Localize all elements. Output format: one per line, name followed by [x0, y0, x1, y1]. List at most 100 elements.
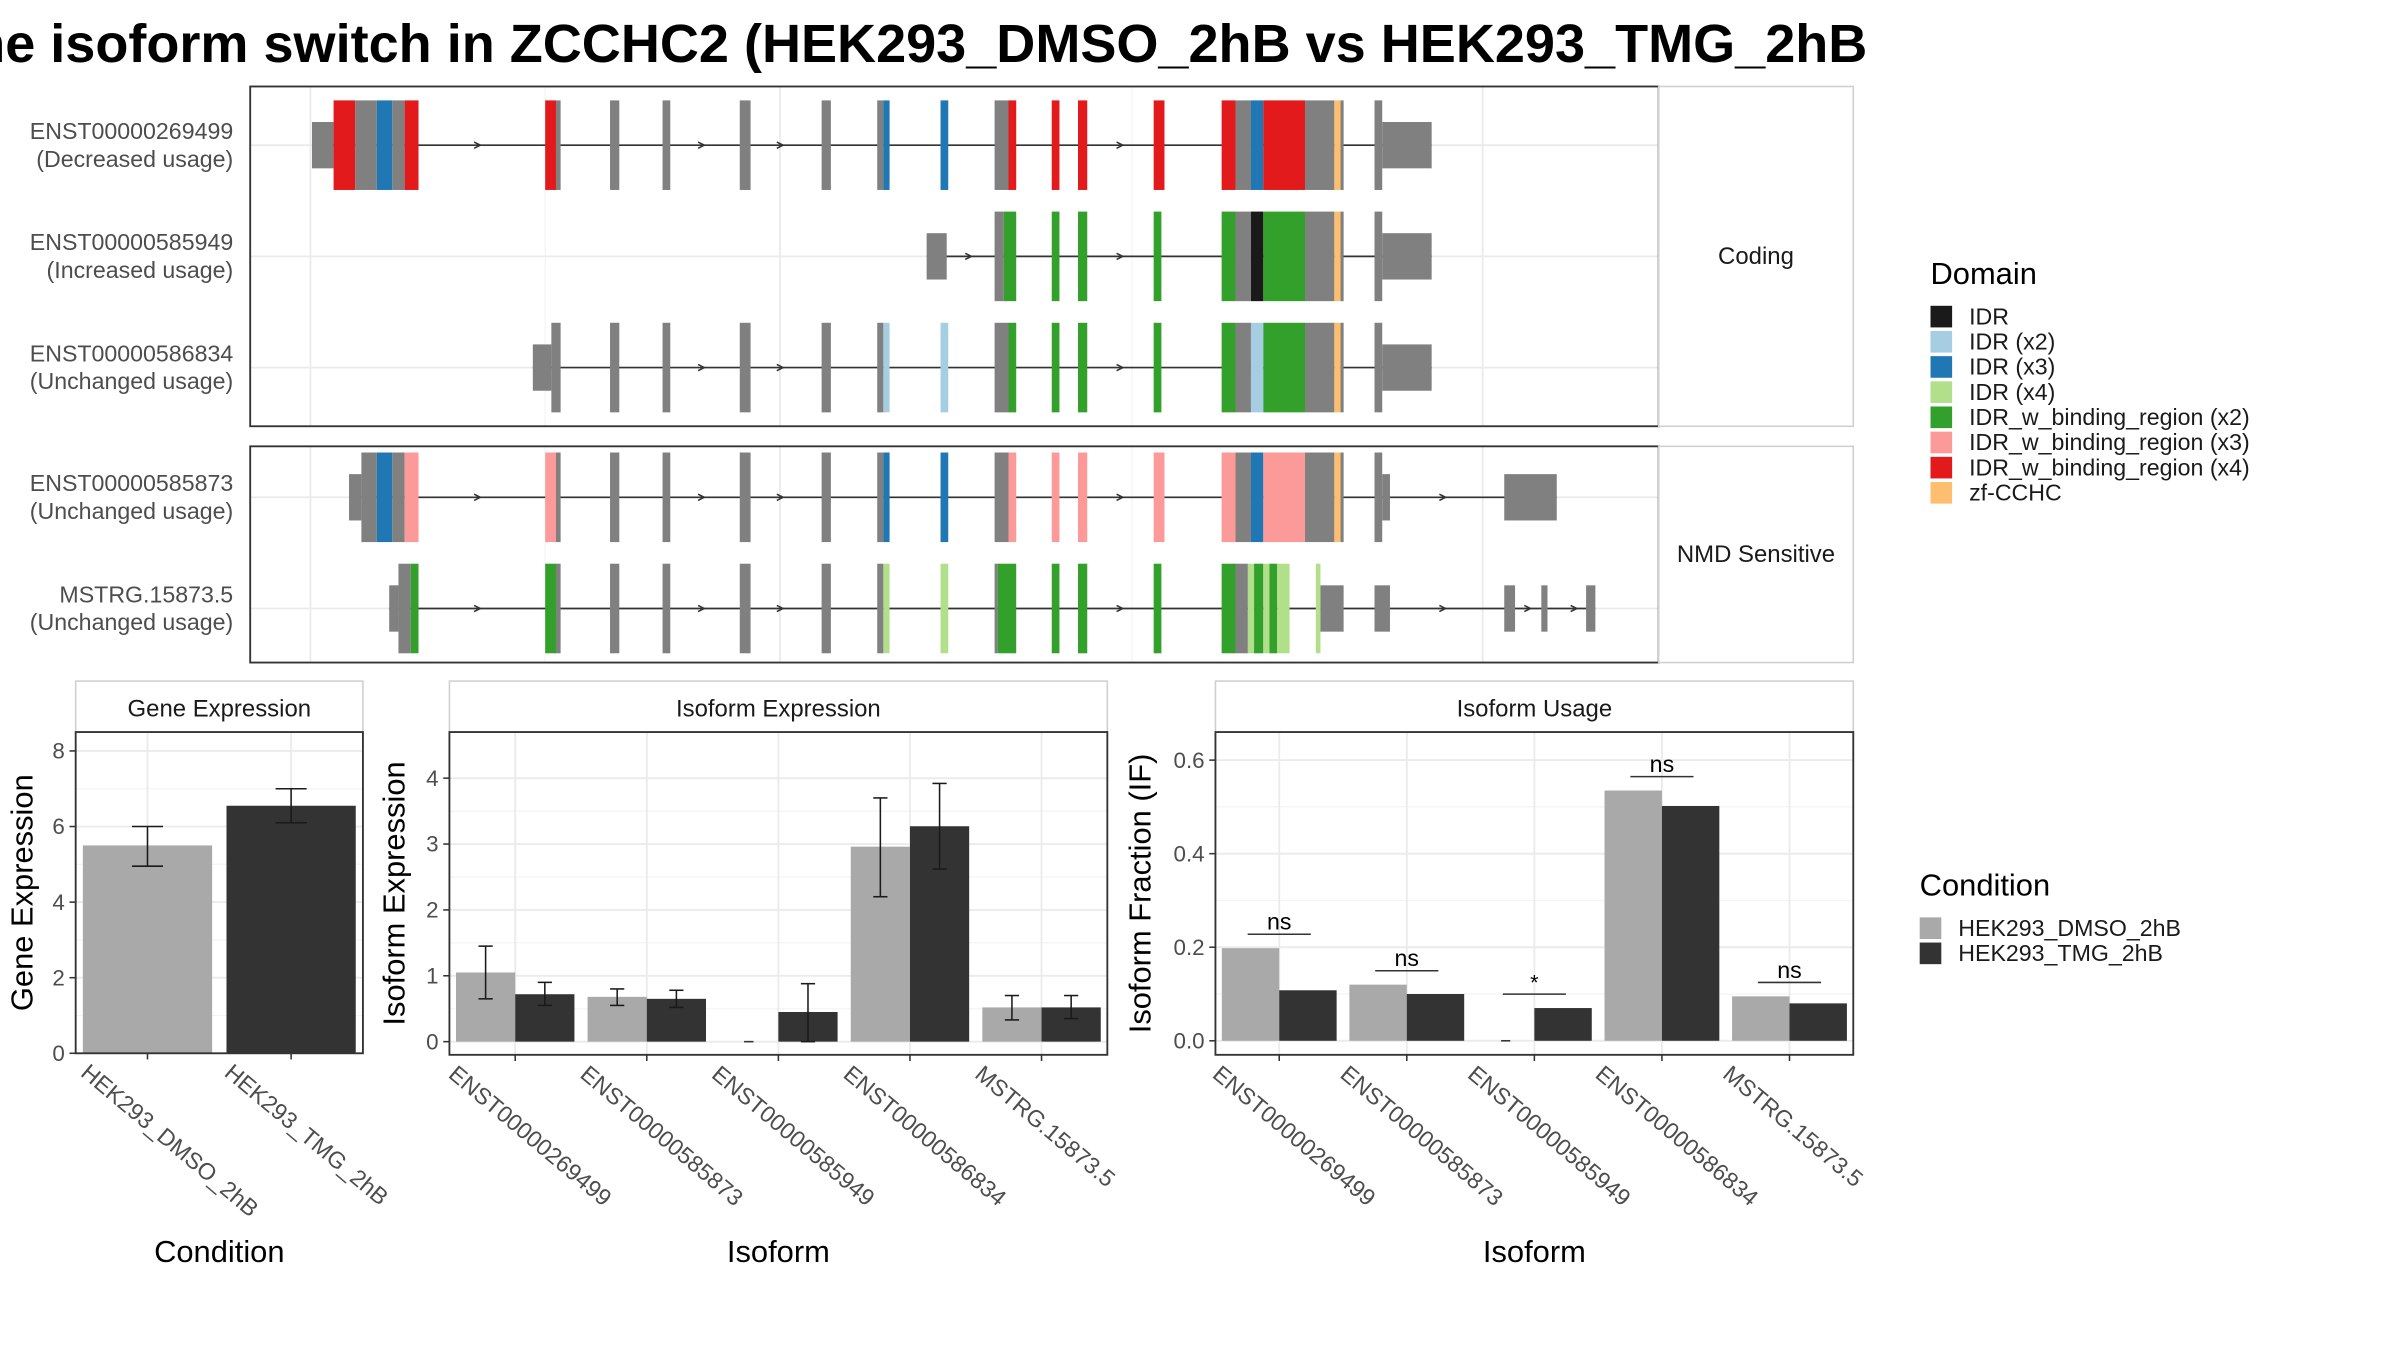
exon-segment [1305, 211, 1335, 302]
exon-segment [392, 452, 405, 543]
chart-title-strip [74, 680, 364, 733]
exon-segment [545, 452, 556, 543]
domain-legend-swatch [1930, 330, 1953, 353]
exon-segment [1263, 563, 1270, 654]
exon-segment [1051, 211, 1060, 302]
exon-segment [1320, 585, 1344, 632]
y-tick-label: 0.6 [1174, 748, 1205, 773]
transcript-id-label: ENST00000585873 [30, 470, 233, 496]
y-tick-label: 3 [426, 832, 438, 857]
facet-strip [1657, 85, 1855, 428]
exon-segment [1153, 452, 1165, 543]
bar [1789, 1003, 1847, 1041]
structure-panel-bg [250, 446, 1659, 663]
exon-segment [1250, 452, 1264, 543]
exon-segment [994, 211, 1004, 302]
exon-segment [883, 322, 890, 413]
transcript-usage-label: (Decreased usage) [36, 146, 233, 172]
intron-direction-arrow [697, 363, 706, 372]
intron-direction-arrow [1116, 363, 1125, 372]
exon-segment [662, 100, 671, 190]
intron-direction-arrow [1116, 493, 1125, 502]
facet-strip [1657, 445, 1855, 664]
transcript-usage-label: (Unchanged usage) [30, 368, 233, 394]
exon-segment [1340, 211, 1344, 302]
exon-segment [1382, 233, 1432, 280]
significance-label: ns [1650, 751, 1674, 777]
domain-legend-swatch [1930, 406, 1953, 429]
transcript-id-label: MSTRG.15873.5 [59, 581, 233, 607]
exon-segment [1340, 100, 1344, 190]
exon-segment [1382, 474, 1390, 521]
exon-segment [662, 563, 671, 654]
exon-segment [551, 322, 561, 413]
exon-segment [610, 322, 620, 413]
transcript-usage-label: (Unchanged usage) [30, 498, 233, 524]
exon-segment [1305, 452, 1335, 543]
exon-segment [994, 563, 998, 654]
exon-segment [1305, 322, 1335, 413]
chart-title: Gene Expression [128, 696, 312, 723]
y-axis-title: Isoform Expression [377, 761, 412, 1025]
exon-segment [349, 474, 362, 521]
exon-segment [1277, 563, 1290, 654]
significance-label: ns [1267, 909, 1291, 935]
exon-segment [1221, 322, 1236, 413]
exon-segment [877, 322, 884, 413]
domain-legend-swatch [1930, 456, 1953, 479]
domain-legend-swatch [1930, 482, 1953, 504]
exon-segment [1221, 100, 1236, 190]
exon-segment [532, 344, 552, 391]
exon-segment [821, 452, 831, 543]
exon-segment [1235, 100, 1251, 190]
exon-segment [1008, 322, 1017, 413]
exon-segment [1153, 322, 1162, 413]
exon-segment [739, 563, 751, 654]
intron-direction-arrow [697, 141, 706, 149]
exon-segment [821, 563, 831, 654]
bar [1349, 984, 1407, 1041]
exon-segment [1504, 474, 1557, 521]
y-tick-label: 0.2 [1174, 935, 1205, 960]
bar [1732, 996, 1790, 1041]
exon-segment [1374, 452, 1383, 543]
bar [1279, 990, 1337, 1041]
exon-segment [1051, 452, 1060, 543]
intron-direction-arrow [697, 604, 706, 613]
exon-segment [1250, 322, 1264, 413]
intron-direction-arrow [473, 604, 483, 613]
exon-segment [1334, 452, 1341, 543]
exon-segment [1153, 211, 1162, 302]
isoform-usage-chart: Isoform Usagensns*nsns0.00.20.40.6ENST00… [1123, 680, 1868, 1269]
exon-segment [1340, 322, 1344, 413]
exon-segment [333, 100, 356, 190]
domain-legend-swatch [1930, 356, 1953, 378]
y-tick-label: 1 [426, 963, 438, 988]
intron-direction-arrow [776, 493, 785, 502]
isoform-expression-chart: Isoform Expression01234ENST00000269499EN… [377, 680, 1120, 1269]
exon-segment [883, 100, 890, 190]
bar [82, 845, 213, 1054]
condition-legend-label: HEK293_TMG_2hB [1958, 940, 2163, 966]
exon-segment [739, 452, 751, 543]
intron-direction-arrow [473, 493, 483, 502]
exon-segment [555, 563, 561, 654]
y-tick-label: 2 [426, 898, 438, 923]
exon-segment [1340, 452, 1344, 543]
exon-segment [404, 100, 419, 190]
exon-segment [940, 452, 949, 543]
exon-segment [1263, 211, 1306, 302]
domain-legend-label: IDR_w_binding_region (x3) [1969, 429, 2250, 455]
condition-legend-swatch [1919, 942, 1942, 965]
exon-segment [1051, 563, 1060, 654]
exon-segment [1254, 563, 1264, 654]
y-tick-label: 8 [52, 739, 64, 764]
intron-direction-arrow [1439, 604, 1448, 613]
exon-segment [1153, 563, 1162, 654]
exon-segment [1235, 211, 1251, 302]
exon-segment [404, 452, 419, 543]
y-tick-label: 2 [52, 965, 64, 990]
exon-segment [1382, 122, 1432, 169]
exon-segment [1263, 322, 1306, 413]
